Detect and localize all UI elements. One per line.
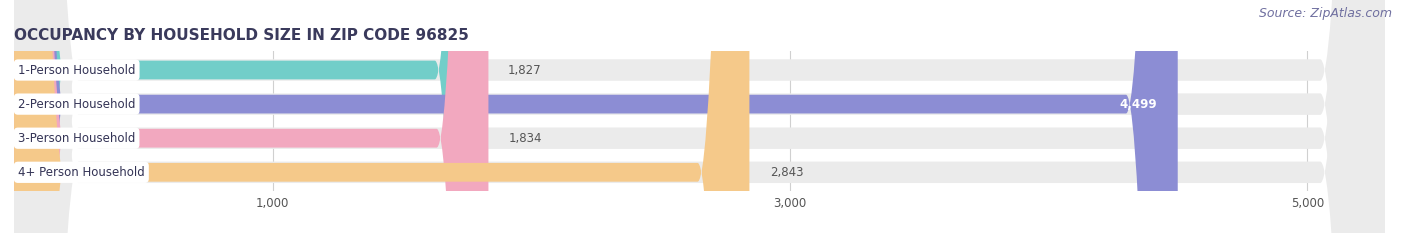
FancyBboxPatch shape <box>14 0 1178 233</box>
Text: OCCUPANCY BY HOUSEHOLD SIZE IN ZIP CODE 96825: OCCUPANCY BY HOUSEHOLD SIZE IN ZIP CODE … <box>14 28 470 43</box>
Text: 3-Person Household: 3-Person Household <box>18 132 135 145</box>
FancyBboxPatch shape <box>14 0 486 233</box>
FancyBboxPatch shape <box>14 0 488 233</box>
FancyBboxPatch shape <box>14 0 1385 233</box>
Text: 2-Person Household: 2-Person Household <box>18 98 135 111</box>
Text: 2,843: 2,843 <box>770 166 804 179</box>
FancyBboxPatch shape <box>14 0 1385 233</box>
Text: 4,499: 4,499 <box>1119 98 1157 111</box>
Text: 1,827: 1,827 <box>508 64 541 76</box>
Text: 1-Person Household: 1-Person Household <box>18 64 135 76</box>
FancyBboxPatch shape <box>14 0 1385 233</box>
Text: Source: ZipAtlas.com: Source: ZipAtlas.com <box>1258 7 1392 20</box>
Text: 4+ Person Household: 4+ Person Household <box>18 166 145 179</box>
Text: 1,834: 1,834 <box>509 132 543 145</box>
FancyBboxPatch shape <box>14 0 749 233</box>
FancyBboxPatch shape <box>14 0 1385 233</box>
